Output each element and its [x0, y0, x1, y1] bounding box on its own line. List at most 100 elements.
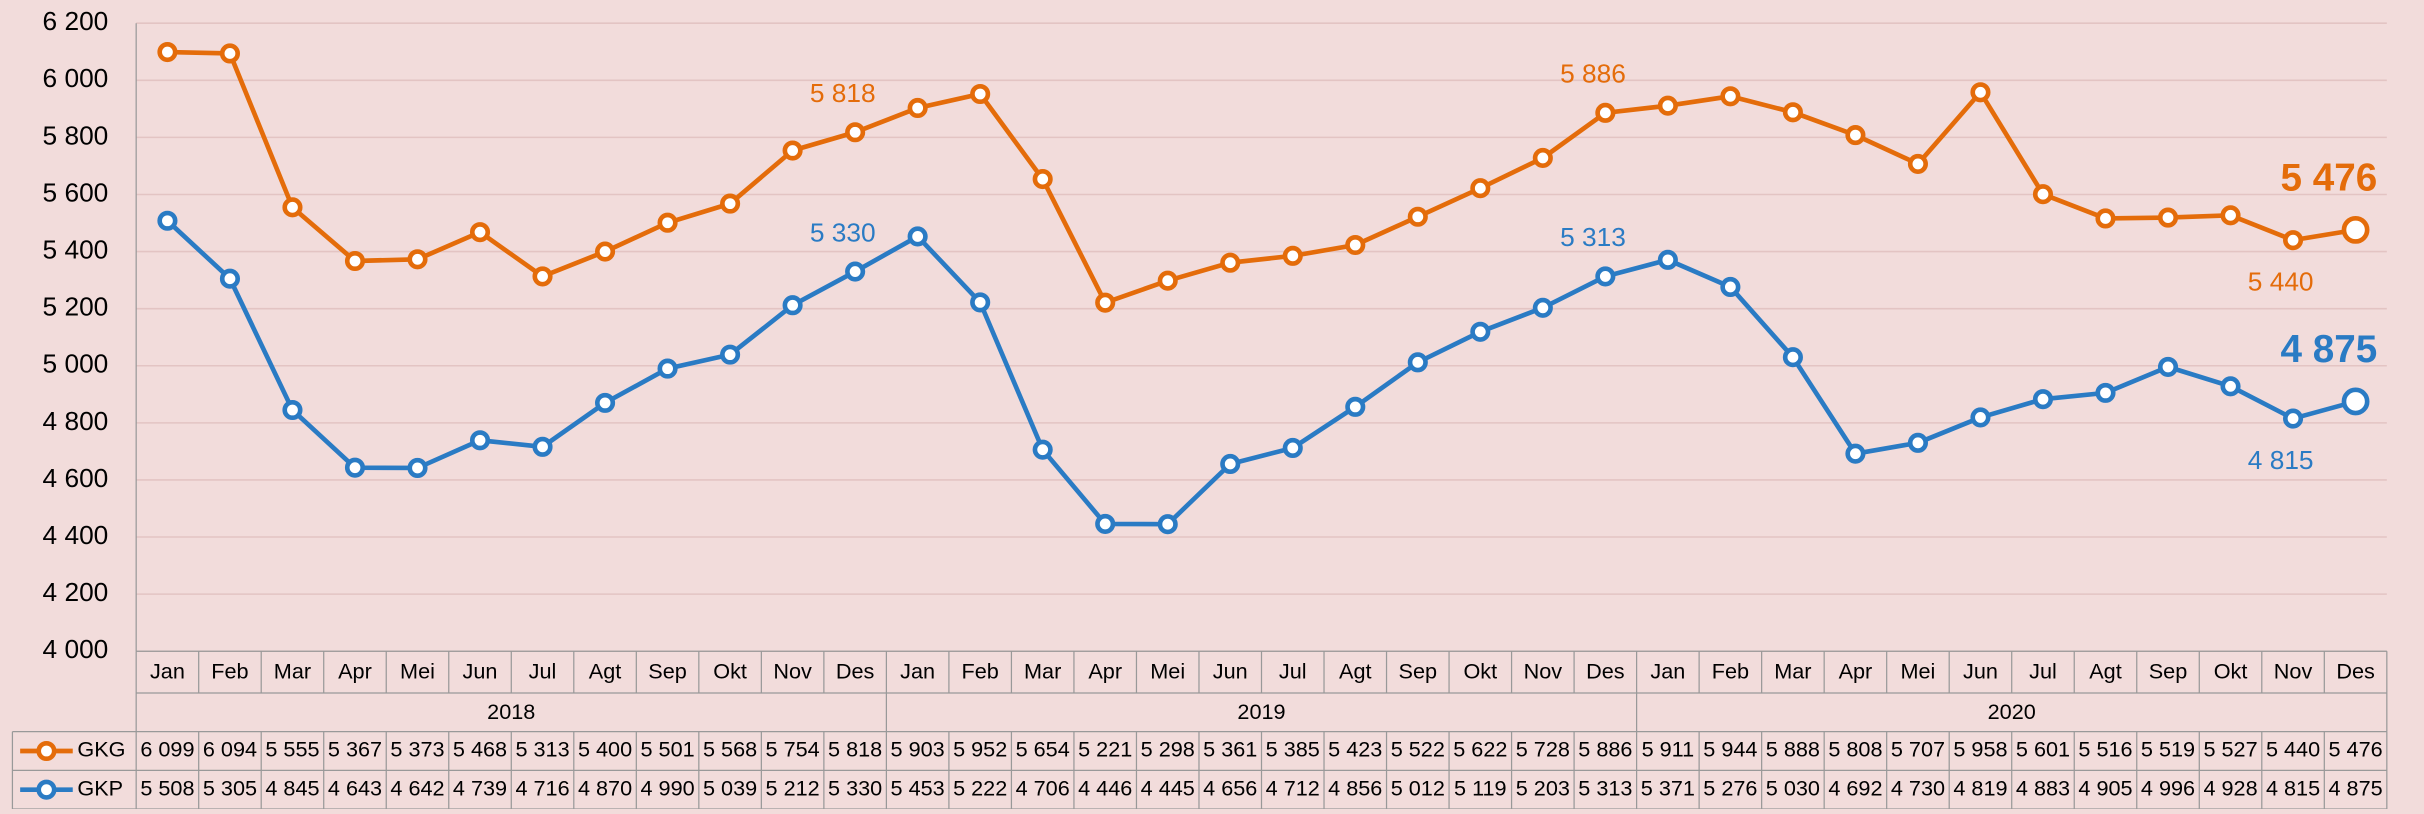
table-value: 4 692	[1828, 775, 1882, 800]
marker	[2282, 408, 2304, 429]
data-label: 5 476	[2280, 157, 2377, 200]
series-line	[165, 219, 2357, 527]
y-tick-label: 4 800	[43, 406, 109, 436]
table-value: 4 819	[1953, 775, 2007, 800]
marker	[2220, 205, 2241, 226]
legend-label: GKP	[77, 775, 123, 800]
table-value: 5 728	[1516, 737, 1570, 762]
table-value: 5 903	[891, 737, 945, 762]
marker	[907, 226, 928, 247]
marker	[2032, 184, 2054, 205]
marker	[1282, 437, 1303, 459]
marker	[344, 250, 366, 272]
marker	[1532, 147, 1553, 168]
x-tick-label: Agt	[2089, 659, 2121, 684]
table-value: 4 706	[1016, 775, 1070, 800]
table-value: 5 568	[703, 737, 757, 762]
marker	[1720, 276, 1741, 298]
marker	[1220, 252, 1241, 273]
marker	[1970, 82, 1991, 103]
marker	[1095, 292, 1116, 313]
marker	[2157, 356, 2179, 377]
marker	[1782, 347, 1803, 368]
x-tick-label: Jul	[2029, 659, 2057, 684]
marker	[595, 241, 616, 262]
x-tick-label: Apr	[1088, 659, 1122, 684]
table-value: 5 818	[828, 737, 882, 762]
marker	[657, 358, 678, 379]
y-tick-label: 4 200	[43, 577, 109, 607]
marker	[219, 268, 241, 289]
table-value: 5 313	[515, 737, 569, 762]
marker	[782, 295, 803, 316]
x-tick-label: Mar	[1024, 659, 1061, 684]
x-tick-label: Feb	[1712, 659, 1749, 684]
data-label: 5 330	[810, 217, 876, 247]
marker	[2157, 207, 2179, 228]
table-value: 4 446	[1078, 775, 1132, 800]
year-label: 2020	[1988, 699, 2036, 724]
marker	[2032, 389, 2054, 410]
table-value: 4 875	[2328, 775, 2382, 800]
y-tick-label: 4 400	[43, 520, 109, 550]
table-value: 4 996	[2141, 775, 2195, 800]
marker	[1032, 439, 1053, 460]
table-value: 6 094	[203, 737, 257, 762]
marker	[1407, 352, 1428, 373]
marker	[1970, 407, 1991, 428]
y-tick-label: 5 200	[43, 292, 109, 322]
table-value: 4 815	[2266, 775, 2320, 800]
x-tick-label: Agt	[589, 659, 621, 684]
x-tick-label: Jul	[1279, 659, 1307, 684]
table-value: 5 622	[1453, 737, 1507, 762]
marker	[1657, 95, 1678, 116]
x-tick-label: Sep	[2149, 659, 2188, 684]
x-tick-label: Jan	[150, 659, 185, 684]
marker	[1657, 249, 1678, 270]
series-line	[167, 49, 2356, 306]
x-tick-label: Des	[1586, 659, 1625, 684]
table-value: 5 313	[1578, 775, 1632, 800]
x-tick-label: Apr	[338, 659, 372, 684]
x-tick-label: Jun	[1213, 659, 1248, 684]
table-value: 5 400	[578, 737, 632, 762]
marker	[2341, 215, 2370, 244]
marker	[970, 83, 991, 105]
table-value: 5 808	[1828, 737, 1882, 762]
marker	[2220, 376, 2241, 397]
marker	[407, 457, 428, 479]
marker	[1282, 245, 1303, 266]
marker	[1220, 453, 1241, 475]
table-value: 5 373	[390, 737, 444, 762]
marker	[157, 210, 178, 231]
table-value: 5 958	[1953, 737, 2007, 762]
x-tick-label: Nov	[2274, 659, 2313, 684]
marker	[1345, 234, 1366, 256]
marker	[1470, 178, 1491, 199]
data-label: 5 440	[2248, 266, 2314, 296]
table-value: 5 522	[1391, 737, 1445, 762]
table-value: 5 423	[1328, 737, 1382, 762]
marker	[1845, 443, 1866, 464]
marker	[282, 197, 303, 218]
marker	[1032, 169, 1053, 190]
background	[4, 0, 2420, 809]
table-value: 5 039	[703, 775, 757, 800]
x-tick-label: Jun	[1963, 659, 1998, 684]
table-value: 4 870	[578, 775, 632, 800]
table-value: 5 516	[2078, 737, 2132, 762]
marker	[282, 399, 303, 421]
marker	[2095, 208, 2116, 229]
x-tick-label: Agt	[1339, 659, 1371, 684]
marker	[970, 292, 991, 313]
marker	[1532, 297, 1553, 318]
marker	[1907, 432, 1928, 453]
year-label: 2018	[487, 699, 535, 724]
table-value: 4 730	[1891, 775, 1945, 800]
data-label: 5 818	[810, 78, 876, 108]
x-tick-label: Sep	[1399, 659, 1438, 684]
marker	[657, 212, 678, 233]
table-value: 5 654	[1016, 737, 1070, 762]
table-value: 4 883	[2016, 775, 2070, 800]
